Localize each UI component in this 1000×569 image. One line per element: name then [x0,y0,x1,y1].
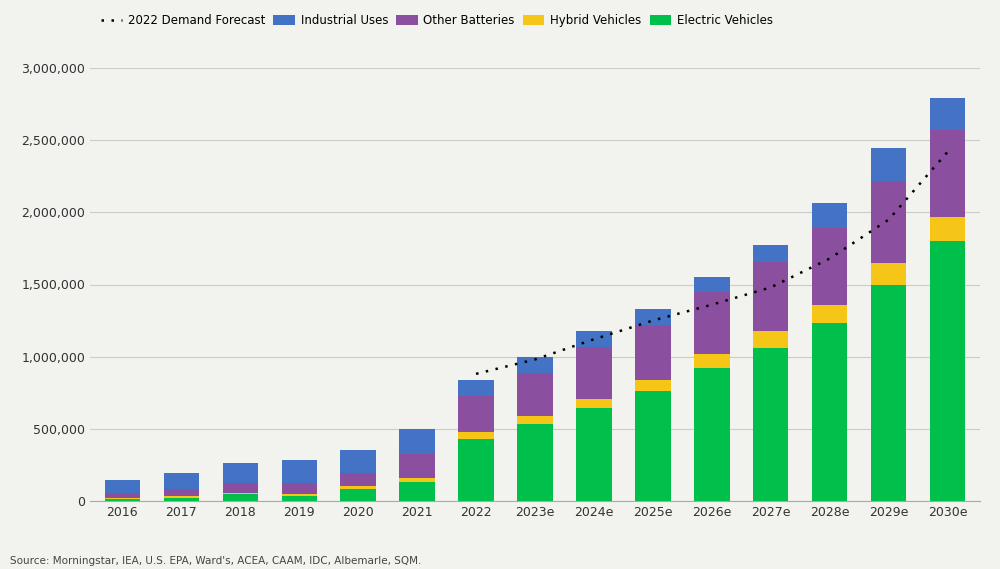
Bar [223,483,258,493]
Bar [753,262,788,331]
Bar [930,130,965,217]
Bar [399,479,435,482]
Bar [517,417,553,424]
Bar [871,147,906,181]
Bar [164,498,199,501]
Bar [812,203,847,228]
Bar [399,454,435,479]
Bar [576,331,612,347]
Bar [812,228,847,304]
Bar [871,181,906,263]
Bar [635,309,671,325]
Bar [340,473,376,486]
Bar [930,98,965,130]
Bar [576,347,612,399]
Bar [635,391,671,501]
Bar [694,354,730,368]
Bar [517,357,553,373]
Bar [871,263,906,284]
Bar [812,304,847,323]
Bar [517,373,553,417]
Bar [223,494,258,501]
Bar [105,480,140,493]
Bar [282,496,317,501]
Bar [340,489,376,501]
Bar [635,325,671,380]
Bar [458,432,494,439]
Bar [576,399,612,409]
Bar [282,493,317,496]
Bar [399,428,435,454]
Bar [340,486,376,489]
Bar [812,323,847,501]
Bar [753,348,788,501]
Bar [282,460,317,483]
Bar [576,409,612,501]
Bar [105,499,140,501]
Bar [105,493,140,498]
Bar [458,380,494,396]
Bar [458,396,494,432]
Bar [340,450,376,473]
Bar [871,284,906,501]
Bar [223,463,258,483]
Bar [694,277,730,292]
Bar [694,368,730,501]
Bar [164,489,199,496]
Legend: 2022 Demand Forecast, Industrial Uses, Other Batteries, Hybrid Vehicles, Electri: 2022 Demand Forecast, Industrial Uses, O… [96,9,778,32]
Bar [930,217,965,241]
Bar [458,439,494,501]
Bar [399,482,435,501]
Bar [282,483,317,493]
Bar [753,331,788,348]
Bar [105,498,140,499]
Bar [753,245,788,262]
Bar [517,424,553,501]
Bar [164,496,199,498]
Bar [930,241,965,501]
Text: Source: Morningstar, IEA, U.S. EPA, Ward's, ACEA, CAAM, IDC, Albemarle, SQM.: Source: Morningstar, IEA, U.S. EPA, Ward… [10,556,421,566]
Bar [635,380,671,391]
Bar [694,292,730,354]
Bar [223,493,258,494]
Bar [164,473,199,489]
